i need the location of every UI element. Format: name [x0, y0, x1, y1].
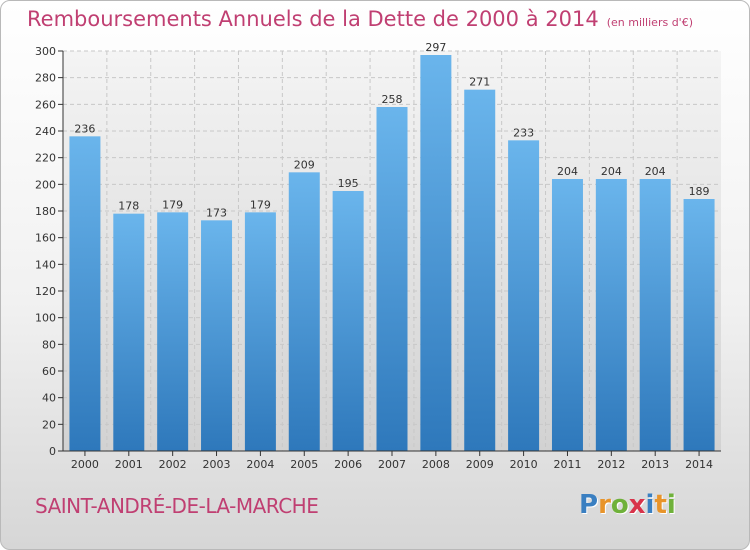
y-tick-label: 20 — [42, 418, 56, 431]
bar-2013 — [639, 179, 671, 451]
x-tick-label-2004: 2004 — [246, 458, 274, 471]
bar-2006 — [332, 191, 364, 451]
logo-letter: o — [610, 490, 629, 520]
logo-letter: i — [666, 490, 676, 520]
x-tick-label-2003: 2003 — [203, 458, 231, 471]
data-label-2013: 204 — [645, 165, 666, 178]
y-tick-label: 160 — [35, 232, 56, 245]
chart-title-unit: (en milliers d'€) — [606, 16, 693, 29]
y-tick-label: 100 — [35, 312, 56, 325]
logo-letter: r — [598, 490, 611, 520]
bar-2005 — [288, 172, 320, 452]
x-tick-label-2007: 2007 — [378, 458, 406, 471]
x-tick-label-2002: 2002 — [159, 458, 187, 471]
bar-2007 — [376, 107, 408, 451]
y-tick-label: 220 — [35, 152, 56, 165]
y-tick-label: 40 — [42, 392, 56, 405]
data-label-2014: 189 — [689, 185, 710, 198]
proxiti-logo: Proxiti — [579, 490, 676, 520]
logo-letter: x — [628, 490, 646, 520]
x-tick-label-2010: 2010 — [510, 458, 538, 471]
data-label-2011: 204 — [557, 165, 578, 178]
data-label-2001: 178 — [118, 200, 139, 213]
chart-title: Remboursements Annuels de la Dette de 20… — [27, 7, 693, 31]
y-tick-label: 300 — [35, 45, 56, 58]
data-label-2005: 209 — [294, 158, 315, 171]
bar-2002 — [157, 212, 189, 451]
x-tick-label-2012: 2012 — [597, 458, 625, 471]
bar-2010 — [508, 140, 540, 452]
x-tick-label-2006: 2006 — [334, 458, 362, 471]
x-tick-label-2008: 2008 — [422, 458, 450, 471]
bar-2004 — [244, 212, 276, 451]
y-tick-label: 200 — [35, 178, 56, 191]
x-tick-label-2011: 2011 — [553, 458, 581, 471]
bar-2003 — [201, 220, 233, 451]
y-tick-label: 280 — [35, 72, 56, 85]
logo-letter: i — [645, 490, 655, 520]
y-tick-label: 80 — [42, 338, 56, 351]
y-tick-label: 60 — [42, 365, 56, 378]
chart-title-main: Remboursements Annuels de la Dette de 20… — [27, 7, 599, 31]
data-label-2009: 271 — [469, 76, 490, 89]
data-label-2002: 179 — [162, 198, 183, 211]
x-tick-label-2000: 2000 — [71, 458, 99, 471]
data-label-2003: 173 — [206, 206, 227, 219]
x-tick-label-2013: 2013 — [641, 458, 669, 471]
commune-name: SAINT-ANDRÉ-DE-LA-MARCHE — [35, 494, 319, 518]
bar-2011 — [551, 179, 583, 451]
y-tick-label: 140 — [35, 258, 56, 271]
x-tick-label-2001: 2001 — [115, 458, 143, 471]
bar-2008 — [420, 55, 452, 451]
data-label-2008: 297 — [425, 41, 446, 54]
y-tick-label: 120 — [35, 285, 56, 298]
y-tick-label: 240 — [35, 125, 56, 138]
y-tick-label: 0 — [49, 445, 56, 458]
bar-2014 — [683, 199, 715, 451]
y-tick-label: 180 — [35, 205, 56, 218]
x-tick-label-2005: 2005 — [290, 458, 318, 471]
data-label-2010: 233 — [513, 126, 534, 139]
data-label-2006: 195 — [338, 177, 359, 190]
logo-letter: t — [654, 490, 667, 520]
bar-2000 — [69, 136, 101, 452]
bar-2012 — [595, 179, 627, 451]
logo-letter: P — [579, 490, 599, 520]
data-label-2004: 179 — [250, 198, 271, 211]
data-label-2007: 258 — [382, 93, 403, 106]
x-tick-label-2009: 2009 — [466, 458, 494, 471]
data-label-2000: 236 — [74, 122, 95, 135]
bar-2001 — [113, 213, 145, 451]
data-label-2012: 204 — [601, 165, 622, 178]
y-tick-label: 260 — [35, 98, 56, 111]
x-tick-label-2014: 2014 — [685, 458, 713, 471]
bar-2009 — [464, 89, 496, 452]
